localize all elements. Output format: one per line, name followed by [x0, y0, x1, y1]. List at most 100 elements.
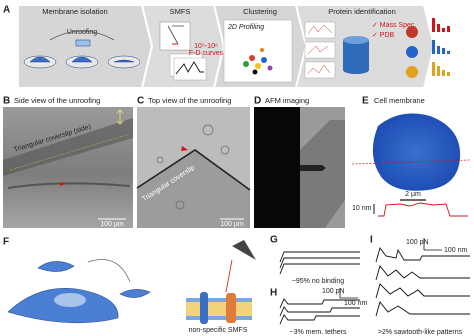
- curve-count: 10⁵-10⁶: [194, 43, 218, 50]
- identification: ✓ Mass Spec. ✓ PDB: [304, 18, 450, 79]
- panel-d: D AFM imaging: [254, 96, 345, 228]
- fd-curve: [279, 263, 360, 275]
- coverslip: [300, 120, 345, 228]
- fd-curve: [279, 251, 360, 263]
- arrow: [49, 30, 115, 41]
- icon-bar: [437, 24, 440, 32]
- proteins: [406, 26, 418, 78]
- fd-curve: [375, 283, 470, 299]
- cells: [23, 39, 141, 69]
- curve-count: F-D curves: [189, 50, 224, 57]
- icon-bar: [432, 62, 435, 76]
- membrane-fragment: [119, 289, 151, 298]
- step-title: Clustering: [243, 7, 277, 16]
- height-profile: [378, 202, 468, 217]
- icon-bar: [442, 28, 445, 32]
- db-bottom: [343, 66, 369, 74]
- plot-title: 2D Profiling: [227, 24, 264, 31]
- panel-label: A: [3, 5, 10, 16]
- coverslip: [75, 39, 91, 47]
- fd-curve: [375, 247, 470, 263]
- panel-h: H 100 pN 100 nm ~3% mem. tethers: [270, 288, 368, 336]
- panel-i: I 100 pN 100 nm >2% sawtooth-like patter…: [370, 235, 470, 336]
- cantilever: [300, 165, 326, 171]
- smfs-plots: 10⁵-10⁶ F-D curves: [159, 21, 224, 81]
- dot: [261, 57, 267, 63]
- cantilever: [232, 240, 256, 260]
- step-title: Membrane isolation: [42, 7, 107, 16]
- protein: [226, 293, 236, 323]
- coverslip-edge: [136, 149, 251, 191]
- arrowhead: [181, 146, 188, 151]
- coverslip-edge: [9, 133, 131, 171]
- fd-curve: [279, 257, 360, 269]
- panel-label: B: [3, 96, 10, 107]
- force-scale: 100 pN: [322, 288, 345, 295]
- headgroups: [186, 316, 252, 320]
- nucleus: [54, 293, 86, 307]
- protein: [406, 26, 418, 38]
- panel-label: F: [3, 237, 9, 248]
- icon-bar: [432, 18, 435, 32]
- panel-label: H: [270, 288, 277, 299]
- distance-scale: 100 nm: [444, 247, 468, 254]
- panel-title: AFM imaging: [265, 96, 309, 105]
- panel-title: Side view of the unroofing: [14, 96, 100, 105]
- dot: [260, 48, 264, 52]
- tether: [225, 259, 233, 293]
- panel-label: E: [362, 96, 369, 107]
- panel-g: G ~95% no binding: [270, 235, 360, 285]
- cell: [220, 145, 230, 155]
- class-plot: [304, 41, 336, 59]
- protein: [406, 66, 418, 78]
- panel-label: G: [270, 235, 278, 246]
- force-scale: 100 pN: [406, 239, 429, 246]
- panel-caption: ~3% mem. tethers: [290, 329, 347, 336]
- arrowhead: [60, 182, 66, 186]
- database-item: ✓ Mass Spec.: [372, 22, 416, 29]
- panel-caption: non-specific SMFS: [189, 327, 248, 334]
- cantilever: [167, 25, 184, 45]
- icon-bar: [447, 26, 450, 32]
- panel-b: B Side view of the unroofing Triangular …: [3, 96, 133, 228]
- panel-label: I: [370, 235, 373, 246]
- step-title: Protein identification: [328, 7, 396, 16]
- fd-curve: [279, 314, 360, 325]
- scatter: [243, 48, 273, 75]
- panel-caption: ~95% no binding: [292, 278, 344, 285]
- bilayer: [186, 292, 252, 324]
- cell: [71, 56, 93, 63]
- motion-arrow: [116, 109, 124, 125]
- coverslip: [3, 118, 133, 176]
- fd-curve: [375, 301, 470, 317]
- plot-frame: [223, 19, 293, 83]
- panel-e: E Cell membrane 2 µm 10 nm: [348, 96, 474, 228]
- cells: [156, 124, 230, 210]
- cell: [29, 56, 51, 63]
- icon-bar: [442, 48, 445, 54]
- cell: [113, 59, 135, 63]
- panel-label: D: [254, 96, 261, 107]
- distance-scale: 100 nm: [344, 300, 368, 307]
- cell: [156, 156, 164, 164]
- scale-label: 2 µm: [405, 191, 421, 198]
- panel-caption: >2% sawtooth-like patterns: [378, 329, 463, 336]
- protein: [200, 292, 208, 324]
- db-top: [343, 36, 369, 44]
- profile-line: [351, 159, 471, 165]
- class-curves: [307, 24, 333, 75]
- fd-curve: [279, 298, 360, 309]
- step-caption: Unroofing: [67, 29, 97, 36]
- database-item: ✓ PDB: [372, 32, 395, 39]
- panel-a: A Membrane isolation SMFS Clustering Pro…: [3, 4, 450, 89]
- cell: [175, 200, 185, 210]
- arrow: [87, 259, 131, 283]
- fd-curve: [375, 265, 470, 281]
- panel-f: F non-specific SMFS: [3, 237, 256, 334]
- membrane-patch: [372, 113, 461, 191]
- dot: [255, 63, 261, 69]
- panel-title: Top view of the unroofing: [148, 96, 231, 105]
- step-band: [17, 4, 154, 89]
